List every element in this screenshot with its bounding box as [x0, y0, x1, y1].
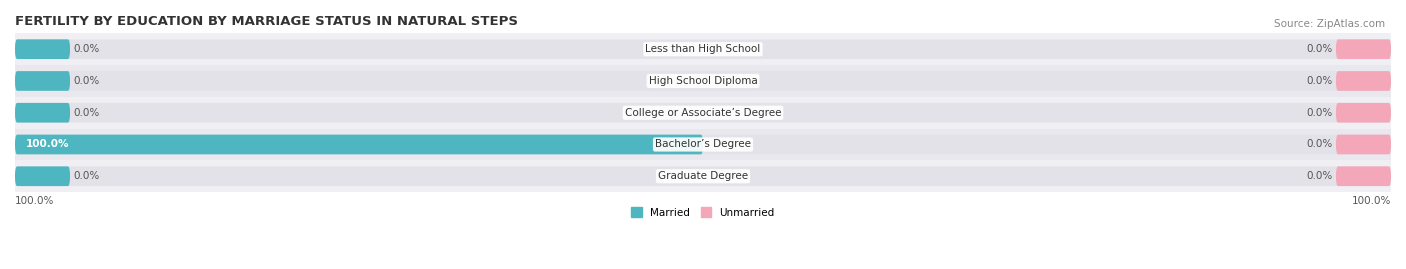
Text: 0.0%: 0.0%	[1306, 108, 1333, 118]
FancyBboxPatch shape	[15, 135, 1391, 154]
FancyBboxPatch shape	[15, 103, 70, 123]
FancyBboxPatch shape	[15, 71, 1391, 91]
Text: 0.0%: 0.0%	[1306, 140, 1333, 150]
Text: 0.0%: 0.0%	[1306, 171, 1333, 181]
Text: 100.0%: 100.0%	[1351, 196, 1391, 206]
FancyBboxPatch shape	[15, 71, 70, 91]
Text: Graduate Degree: Graduate Degree	[658, 171, 748, 181]
Text: 0.0%: 0.0%	[1306, 76, 1333, 86]
Text: College or Associate’s Degree: College or Associate’s Degree	[624, 108, 782, 118]
FancyBboxPatch shape	[15, 167, 70, 186]
FancyBboxPatch shape	[1336, 71, 1391, 91]
Text: 0.0%: 0.0%	[73, 108, 100, 118]
Bar	[15, 160, 1391, 192]
FancyBboxPatch shape	[15, 39, 70, 59]
Text: FERTILITY BY EDUCATION BY MARRIAGE STATUS IN NATURAL STEPS: FERTILITY BY EDUCATION BY MARRIAGE STATU…	[15, 15, 517, 28]
Text: Source: ZipAtlas.com: Source: ZipAtlas.com	[1274, 19, 1385, 29]
Bar	[15, 65, 1391, 97]
Bar	[15, 33, 1391, 65]
Text: 100.0%: 100.0%	[25, 140, 69, 150]
Text: 0.0%: 0.0%	[73, 171, 100, 181]
Text: 0.0%: 0.0%	[73, 76, 100, 86]
FancyBboxPatch shape	[15, 167, 1391, 186]
Text: Bachelor’s Degree: Bachelor’s Degree	[655, 140, 751, 150]
Legend: Married, Unmarried: Married, Unmarried	[627, 203, 779, 222]
Bar	[15, 129, 1391, 160]
Text: 100.0%: 100.0%	[15, 196, 55, 206]
FancyBboxPatch shape	[1336, 135, 1391, 154]
FancyBboxPatch shape	[1336, 39, 1391, 59]
FancyBboxPatch shape	[15, 103, 1391, 123]
FancyBboxPatch shape	[15, 39, 1391, 59]
Text: High School Diploma: High School Diploma	[648, 76, 758, 86]
Text: 0.0%: 0.0%	[73, 44, 100, 54]
Text: 0.0%: 0.0%	[1306, 44, 1333, 54]
Bar	[15, 97, 1391, 129]
FancyBboxPatch shape	[15, 135, 703, 154]
Text: Less than High School: Less than High School	[645, 44, 761, 54]
FancyBboxPatch shape	[1336, 167, 1391, 186]
FancyBboxPatch shape	[1336, 103, 1391, 123]
